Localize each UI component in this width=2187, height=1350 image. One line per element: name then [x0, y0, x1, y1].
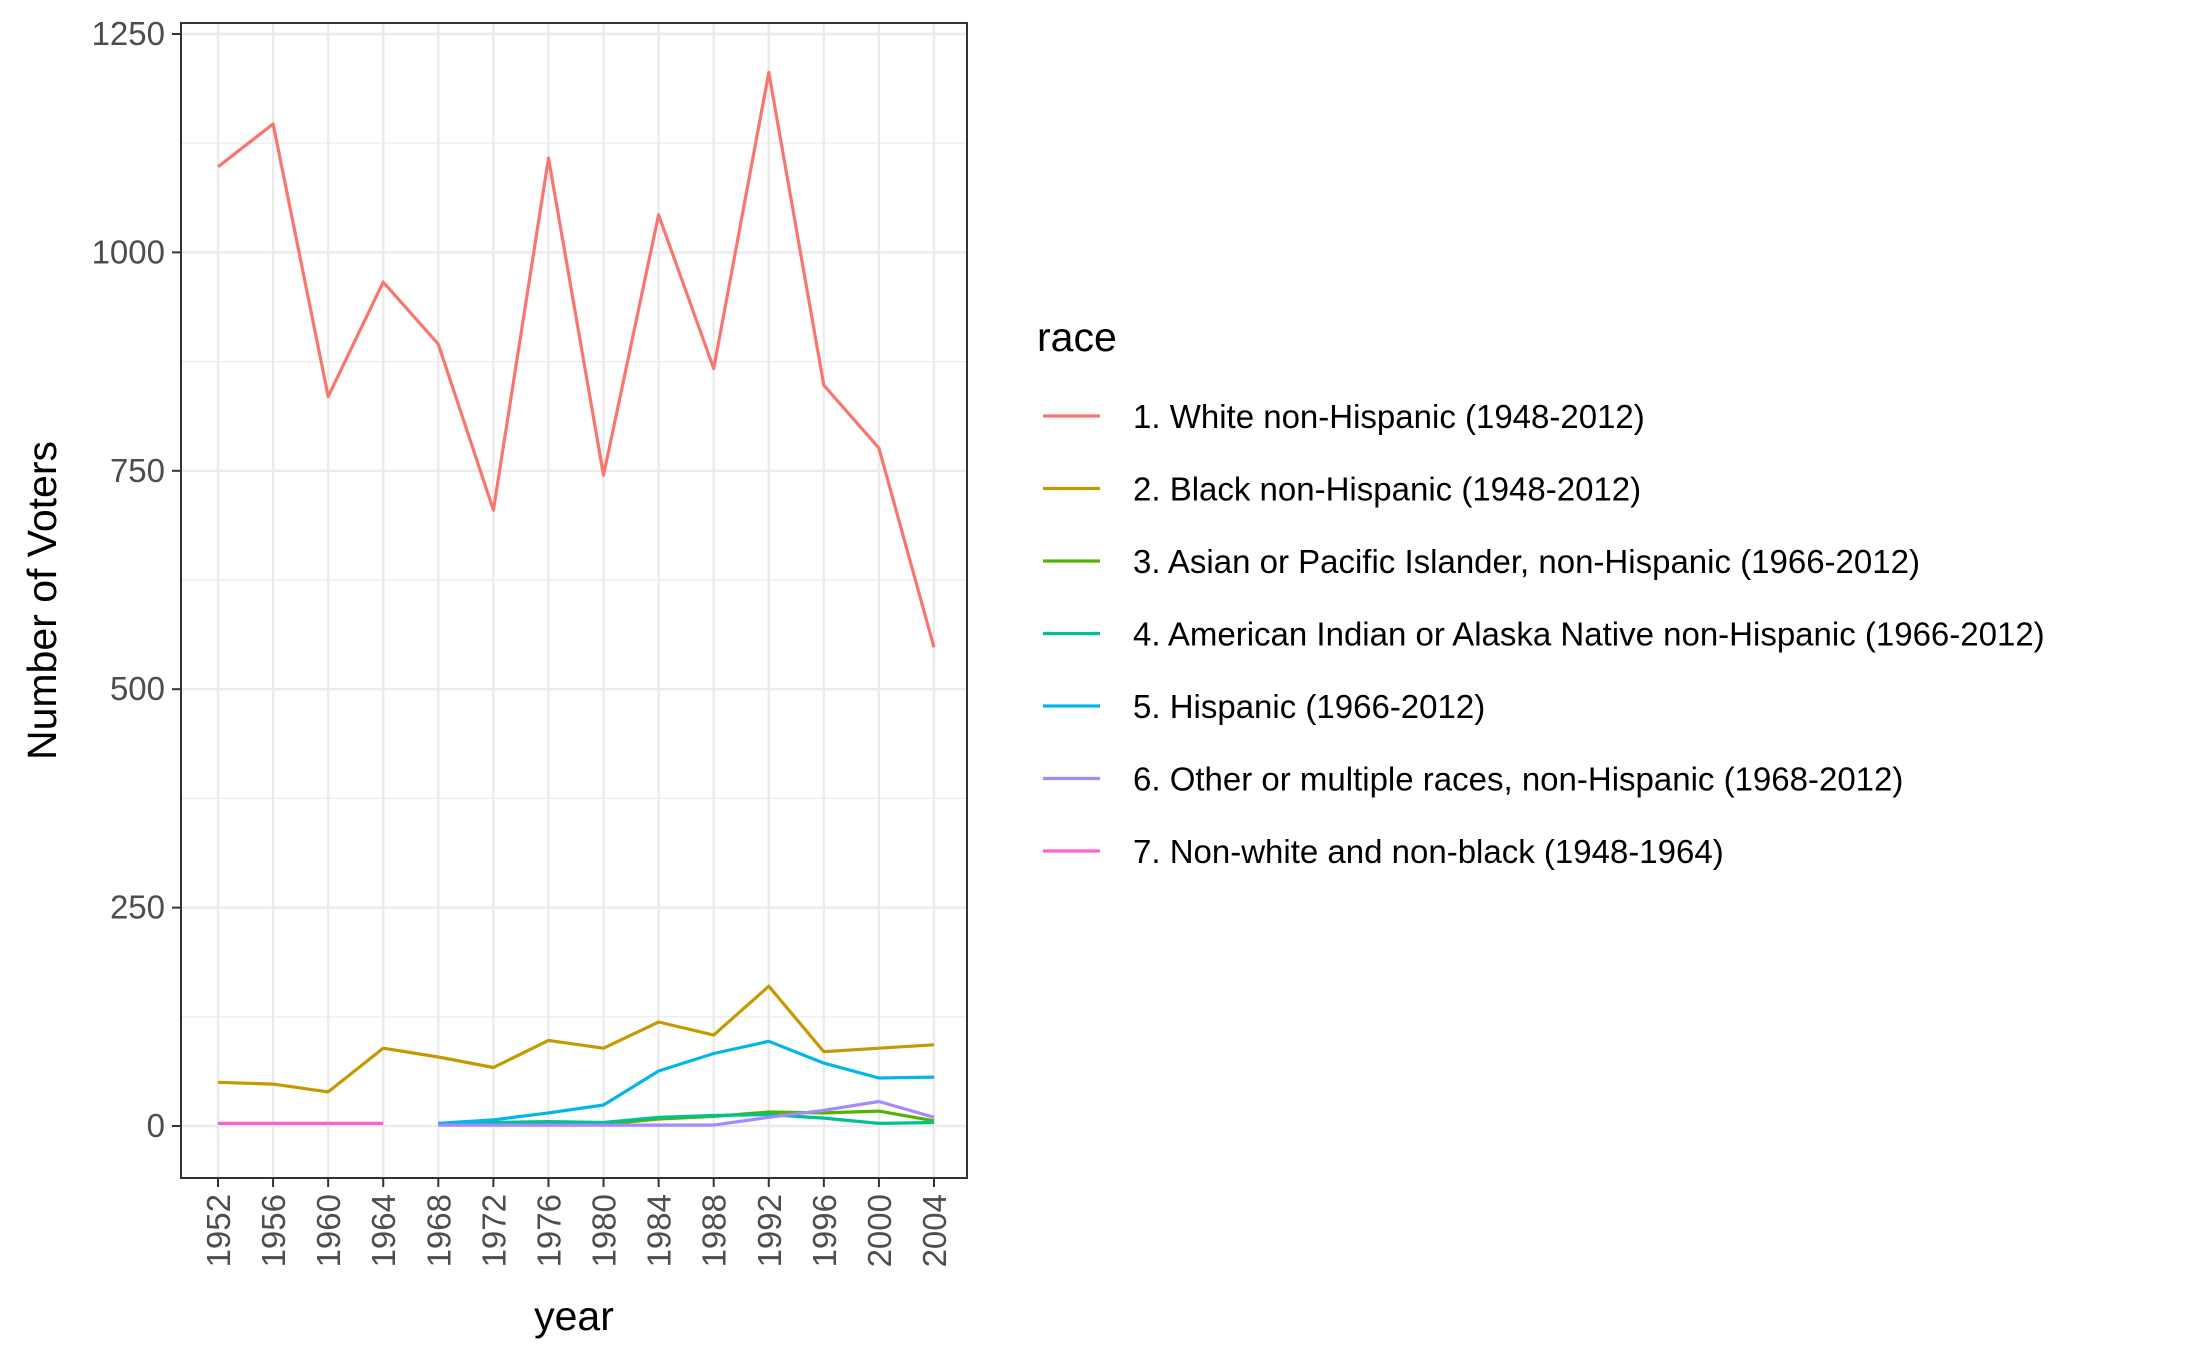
- x-axis-title: year: [534, 1293, 614, 1339]
- x-tick-label: 1992: [751, 1194, 788, 1267]
- legend-item: 6. Other or multiple races, non-Hispanic…: [1043, 761, 1903, 798]
- x-tick-label: 1980: [586, 1194, 623, 1267]
- x-axis: 1952 1956 1960 1964 1968 1972 1976 1980 1984 1988…: [200, 1178, 953, 1267]
- minor-gridlines: [181, 142, 967, 1018]
- legend-label: 4. American Indian or Alaska Native non-…: [1133, 616, 2045, 653]
- series-line-4: [438, 1112, 935, 1126]
- x-tick-label: 2000: [861, 1194, 898, 1267]
- x-tick-label: 1968: [420, 1194, 457, 1267]
- series-line-6: [438, 1099, 935, 1127]
- x-tick-label: 1952: [200, 1194, 237, 1267]
- y-tick-label: 250: [110, 889, 165, 926]
- legend: race 1. White non-Hispanic (1948-2012) 2.…: [1037, 314, 2045, 870]
- y-tick-label: 750: [110, 452, 165, 489]
- series-line-2: [217, 984, 935, 1094]
- y-axis-title: Number of Voters: [19, 441, 65, 760]
- y-axis: 0 250 500 750 1000 1250: [92, 15, 181, 1144]
- x-tick-label: 1956: [255, 1194, 292, 1267]
- y-tick-label: 1000: [92, 233, 165, 270]
- x-tick-label: 1976: [530, 1194, 567, 1267]
- legend-label: 2. Black non-Hispanic (1948-2012): [1133, 471, 1641, 508]
- y-tick-label: 0: [147, 1107, 165, 1144]
- legend-label: 6. Other or multiple races, non-Hispanic…: [1133, 761, 1903, 798]
- legend-item: 1. White non-Hispanic (1948-2012): [1043, 398, 1645, 435]
- legend-label: 5. Hispanic (1966-2012): [1133, 688, 1485, 725]
- legend-item: 4. American Indian or Alaska Native non-…: [1043, 616, 2045, 653]
- series-line-5: [438, 1039, 935, 1125]
- panel-border: [180, 22, 968, 1179]
- legend-label: 7. Non-white and non-black (1948-1964): [1133, 833, 1724, 870]
- x-tick-label: 1964: [365, 1194, 402, 1267]
- y-tick-label: 1250: [92, 15, 165, 52]
- legend-title: race: [1037, 314, 1117, 360]
- series-lines: [217, 70, 936, 1127]
- x-tick-label: 1996: [806, 1194, 843, 1267]
- series-line-1: [217, 70, 936, 648]
- legend-item: 7. Non-white and non-black (1948-1964): [1043, 833, 1724, 870]
- legend-item: 5. Hispanic (1966-2012): [1043, 688, 1485, 725]
- legend-item: 2. Black non-Hispanic (1948-2012): [1043, 471, 1641, 508]
- panel-background: [181, 23, 967, 1178]
- x-tick-label: 1984: [641, 1194, 678, 1267]
- y-tick-label: 500: [110, 670, 165, 707]
- x-tick-label: 2004: [916, 1194, 953, 1267]
- x-tick-label: 1972: [475, 1194, 512, 1267]
- x-tick-label: 1960: [310, 1194, 347, 1267]
- legend-label: 3. Asian or Pacific Islander, non-Hispan…: [1133, 543, 1920, 580]
- x-tick-label: 1988: [696, 1194, 733, 1267]
- legend-label: 1. White non-Hispanic (1948-2012): [1133, 398, 1645, 435]
- legend-item: 3. Asian or Pacific Islander, non-Hispan…: [1043, 543, 1920, 580]
